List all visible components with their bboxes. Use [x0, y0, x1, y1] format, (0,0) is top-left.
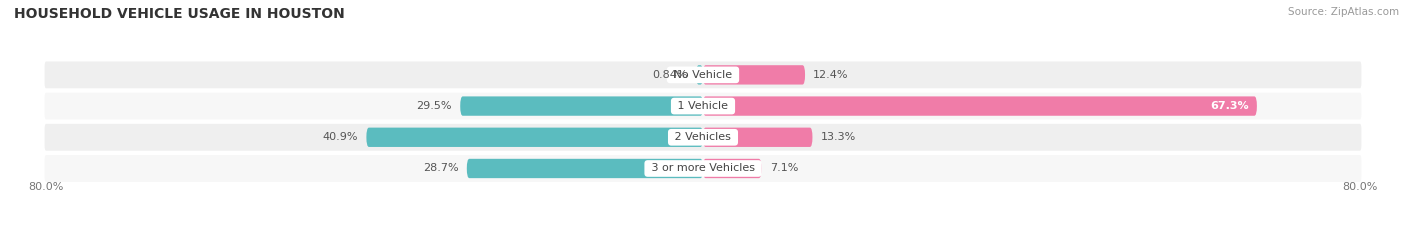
FancyBboxPatch shape	[45, 124, 1361, 151]
FancyBboxPatch shape	[460, 96, 703, 116]
FancyBboxPatch shape	[45, 93, 1361, 120]
Text: Source: ZipAtlas.com: Source: ZipAtlas.com	[1288, 7, 1399, 17]
Text: 1 Vehicle: 1 Vehicle	[675, 101, 731, 111]
FancyBboxPatch shape	[703, 159, 762, 178]
Text: 28.7%: 28.7%	[423, 164, 458, 173]
Text: 13.3%: 13.3%	[821, 132, 856, 142]
Text: 29.5%: 29.5%	[416, 101, 451, 111]
Text: 67.3%: 67.3%	[1211, 101, 1249, 111]
Text: HOUSEHOLD VEHICLE USAGE IN HOUSTON: HOUSEHOLD VEHICLE USAGE IN HOUSTON	[14, 7, 344, 21]
Text: 40.9%: 40.9%	[322, 132, 359, 142]
Text: 80.0%: 80.0%	[1343, 182, 1378, 192]
FancyBboxPatch shape	[703, 65, 806, 84]
Text: 80.0%: 80.0%	[28, 182, 63, 192]
Text: 7.1%: 7.1%	[769, 164, 799, 173]
Text: No Vehicle: No Vehicle	[671, 70, 735, 80]
Text: 0.84%: 0.84%	[652, 70, 688, 80]
FancyBboxPatch shape	[703, 128, 813, 147]
FancyBboxPatch shape	[696, 65, 703, 84]
FancyBboxPatch shape	[45, 155, 1361, 182]
Text: 3 or more Vehicles: 3 or more Vehicles	[648, 164, 758, 173]
FancyBboxPatch shape	[45, 62, 1361, 88]
FancyBboxPatch shape	[703, 96, 1257, 116]
Text: 2 Vehicles: 2 Vehicles	[671, 132, 735, 142]
FancyBboxPatch shape	[467, 159, 703, 178]
FancyBboxPatch shape	[367, 128, 703, 147]
Text: 12.4%: 12.4%	[813, 70, 849, 80]
